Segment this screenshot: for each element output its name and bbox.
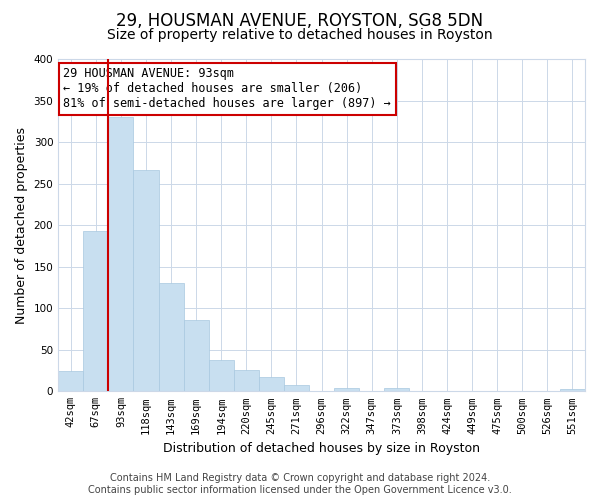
Bar	[184, 320, 209, 392]
Bar	[109, 117, 133, 392]
X-axis label: Distribution of detached houses by size in Royston: Distribution of detached houses by size …	[163, 442, 480, 455]
Bar	[385, 388, 409, 392]
Bar	[284, 384, 309, 392]
Bar	[133, 170, 158, 392]
Bar	[234, 370, 259, 392]
Bar	[158, 284, 184, 392]
Y-axis label: Number of detached properties: Number of detached properties	[15, 126, 28, 324]
Bar	[209, 360, 234, 392]
Bar	[560, 389, 585, 392]
Text: 29 HOUSMAN AVENUE: 93sqm
← 19% of detached houses are smaller (206)
81% of semi-: 29 HOUSMAN AVENUE: 93sqm ← 19% of detach…	[64, 68, 391, 110]
Bar	[334, 388, 359, 392]
Bar	[58, 370, 83, 392]
Text: Contains HM Land Registry data © Crown copyright and database right 2024.
Contai: Contains HM Land Registry data © Crown c…	[88, 474, 512, 495]
Text: Size of property relative to detached houses in Royston: Size of property relative to detached ho…	[107, 28, 493, 42]
Text: 29, HOUSMAN AVENUE, ROYSTON, SG8 5DN: 29, HOUSMAN AVENUE, ROYSTON, SG8 5DN	[116, 12, 484, 30]
Bar	[259, 377, 284, 392]
Bar	[83, 231, 109, 392]
